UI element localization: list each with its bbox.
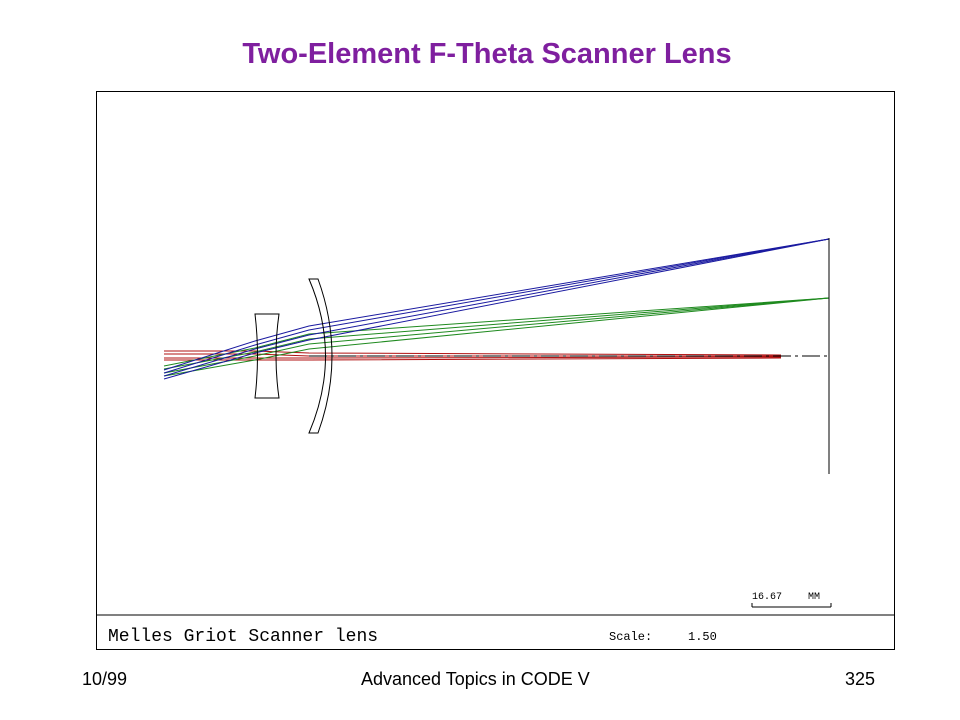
lens-layout-diagram: 16.67 MM Melles Griot Scanner lens Scale… [97, 238, 894, 647]
scale-value: 1.50 [688, 630, 717, 644]
lens-name-label: Melles Griot Scanner lens [108, 627, 378, 647]
ray-mid-2 [163, 297, 830, 370]
scale-bar: 16.67 MM [751, 592, 832, 608]
ray-mid-1 [163, 297, 830, 367]
footer-date: 10/99 [82, 669, 128, 689]
ray-full-4 [163, 238, 830, 380]
footer-page-number: 325 [845, 669, 876, 689]
ray-bundle-mid-field [163, 297, 830, 377]
ray-full-1 [163, 238, 830, 371]
lens-element-2 [308, 278, 333, 434]
scale-label: Scale: [609, 630, 652, 644]
ray-axial-3 [164, 356, 782, 359]
lens-element-1 [254, 313, 280, 399]
layout-plot-frame: 16.67 MM Melles Griot Scanner lens Scale… [96, 91, 895, 650]
ray-mid-4 [163, 297, 830, 377]
ray-full-3 [163, 238, 830, 377]
footer-course-title: Advanced Topics in CODE V [361, 669, 590, 689]
slide-title: Two-Element F-Theta Scanner Lens [242, 38, 732, 70]
scale-bar-value: 16.67 [752, 592, 782, 603]
ray-axial-1 [164, 350, 782, 356]
ray-full-2 [163, 238, 830, 374]
ray-bundle-full-field [163, 238, 830, 380]
scale-bar-unit: MM [808, 592, 820, 603]
ray-mid-3 [163, 297, 830, 374]
